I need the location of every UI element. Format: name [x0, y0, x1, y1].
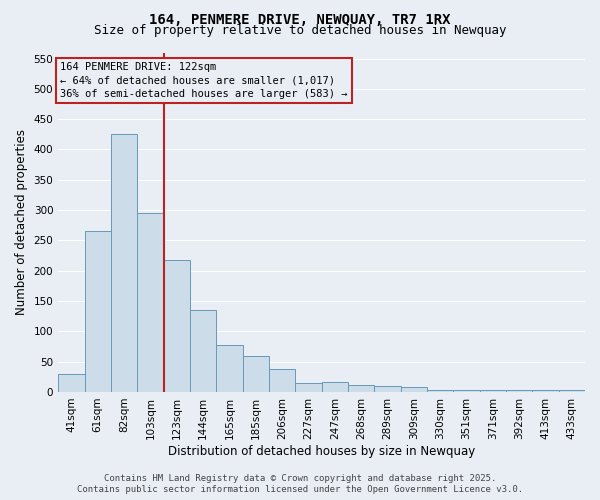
Bar: [242, 356, 269, 392]
Text: Contains HM Land Registry data © Crown copyright and database right 2025.
Contai: Contains HM Land Registry data © Crown c…: [77, 474, 523, 494]
Text: 164, PENMERE DRIVE, NEWQUAY, TR7 1RX: 164, PENMERE DRIVE, NEWQUAY, TR7 1RX: [149, 12, 451, 26]
Bar: [479, 390, 506, 392]
Bar: [506, 390, 532, 392]
Bar: [453, 390, 479, 392]
Bar: [269, 369, 295, 392]
Bar: [532, 390, 559, 392]
Bar: [58, 374, 85, 392]
Bar: [85, 232, 111, 392]
Text: 164 PENMERE DRIVE: 122sqm
← 64% of detached houses are smaller (1,017)
36% of se: 164 PENMERE DRIVE: 122sqm ← 64% of detac…: [60, 62, 348, 98]
Y-axis label: Number of detached properties: Number of detached properties: [15, 129, 28, 315]
Bar: [348, 384, 374, 392]
Bar: [190, 310, 216, 392]
Bar: [111, 134, 137, 392]
Text: Size of property relative to detached houses in Newquay: Size of property relative to detached ho…: [94, 24, 506, 37]
Bar: [401, 387, 427, 392]
Bar: [374, 386, 401, 392]
Bar: [164, 260, 190, 392]
Bar: [322, 382, 348, 392]
Bar: [427, 390, 453, 392]
Bar: [137, 213, 164, 392]
Bar: [295, 383, 322, 392]
X-axis label: Distribution of detached houses by size in Newquay: Distribution of detached houses by size …: [168, 444, 475, 458]
Bar: [559, 390, 585, 392]
Bar: [216, 344, 242, 392]
